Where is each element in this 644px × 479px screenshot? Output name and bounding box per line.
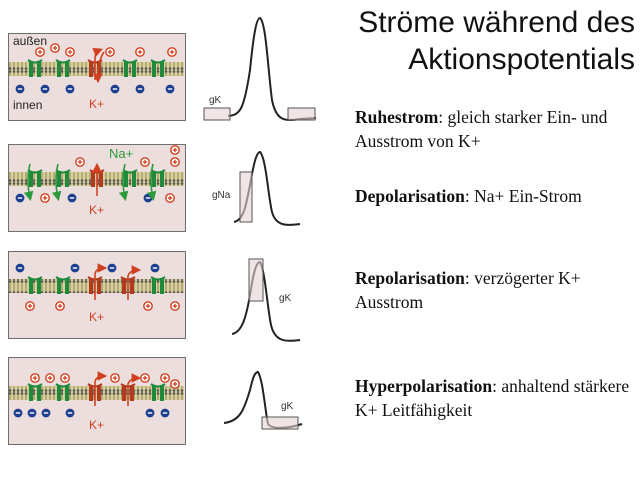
depolarisation-membrane <box>9 145 184 204</box>
phase-depolarisation-description: Depolarisation: Na+ Ein-Strom <box>355 184 615 208</box>
phase-rest-description: Ruhestrom: gleich starker Ein- und Ausst… <box>355 105 640 153</box>
k-ion-label: K+ <box>89 97 104 111</box>
ap-curve-rest <box>203 16 317 122</box>
phase-term: Hyperpolarisation <box>355 376 493 396</box>
phase-term: Depolarisation <box>355 186 465 206</box>
phase-hyperpolarisation-description: Hyperpolarisation: anhaltend stärkere K+… <box>355 374 640 422</box>
inside-label: innen <box>13 98 42 112</box>
slide-title: Ströme während des Aktionspotentials <box>255 4 635 78</box>
phase-term: Ruhestrom <box>355 107 439 127</box>
phase-text: : Na+ Ein-Strom <box>464 186 582 206</box>
repolarisation-membrane <box>9 262 184 311</box>
ap-curve-repolarisation <box>231 258 301 342</box>
outside-label: außen <box>13 34 47 48</box>
ap-curve-depolarisation <box>233 150 301 226</box>
ap-curve-hyperpolarisation <box>223 370 303 430</box>
na-ion-label: Na+ <box>109 146 133 161</box>
phase-text: : anhaltend stärkere K+ Leitfähigkeit <box>355 376 630 420</box>
k-ion-label: K+ <box>89 310 104 324</box>
phase-text: : gleich starker Ein- und Ausstrom von K… <box>355 107 608 151</box>
phase-text: : verzögerter K+ Ausstrom <box>355 268 581 312</box>
gna-label: gNa <box>212 190 231 201</box>
k-ion-label: K+ <box>89 418 104 432</box>
k-ion-label: K+ <box>89 203 104 217</box>
phase-repolarisation-description: Repolarisation: verzögerter K+ Ausstrom <box>355 266 640 314</box>
title-line-2: Aktionspotentials <box>408 43 635 76</box>
gk-label: gK <box>279 293 292 304</box>
rest-membrane <box>9 43 184 95</box>
title-line-1: Ströme während des <box>358 6 635 39</box>
minus-ions <box>14 83 176 95</box>
plus-ions <box>35 43 177 57</box>
phase-term: Repolarisation <box>355 268 465 288</box>
hyperpolarisation-membrane <box>9 371 184 419</box>
gk-label: gK <box>281 401 294 412</box>
gk-label: gK <box>209 95 222 106</box>
